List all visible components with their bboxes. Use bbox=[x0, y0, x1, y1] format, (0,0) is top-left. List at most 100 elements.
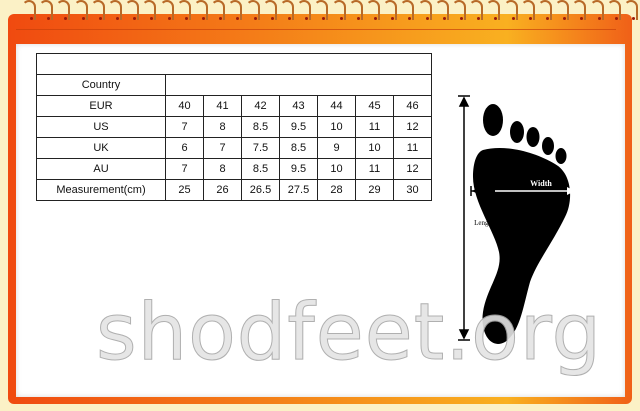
table-cell: 6 bbox=[165, 137, 204, 159]
binding-ring bbox=[228, 0, 243, 20]
table-cell: 30 bbox=[393, 179, 432, 201]
binding-hole bbox=[184, 17, 188, 20]
binding-hole bbox=[288, 17, 291, 20]
table-cell: 41 bbox=[203, 95, 242, 117]
binding-hole bbox=[322, 17, 326, 20]
binding-hole bbox=[460, 17, 463, 20]
row-label: US bbox=[36, 116, 166, 138]
binding-ring bbox=[417, 0, 432, 20]
country-header: Country bbox=[36, 74, 166, 96]
table-cell: 8.5 bbox=[241, 116, 280, 138]
binding-hole bbox=[64, 17, 68, 20]
binding-ring bbox=[262, 0, 277, 20]
binding-hole bbox=[632, 17, 635, 20]
table-cell: 9 bbox=[317, 137, 356, 159]
binding-ring bbox=[469, 0, 484, 20]
binding-ring bbox=[245, 0, 260, 20]
binding-ring bbox=[90, 0, 105, 20]
table-title-row bbox=[36, 53, 432, 75]
spiral-binding bbox=[14, 0, 638, 20]
table-row: US 7 8 8.5 9.5 10 11 12 bbox=[36, 116, 432, 138]
table-cell: 7 bbox=[203, 137, 242, 159]
binding-hole bbox=[563, 17, 567, 20]
binding-hole bbox=[30, 17, 33, 20]
table-cell: 43 bbox=[279, 95, 318, 117]
binding-hole bbox=[494, 17, 498, 20]
binding-ring bbox=[125, 0, 140, 20]
table-cell: 10 bbox=[355, 137, 394, 159]
table-row: EUR 40 41 42 43 44 45 46 bbox=[36, 95, 432, 117]
binding-hole bbox=[219, 17, 223, 20]
binding-hole bbox=[47, 17, 51, 20]
table-cell: 26 bbox=[203, 179, 242, 201]
table-cell: 9.5 bbox=[279, 158, 318, 180]
binding-hole bbox=[133, 17, 137, 20]
table-cell: 8 bbox=[203, 158, 242, 180]
table-cell: 11 bbox=[355, 116, 394, 138]
binding-ring bbox=[589, 0, 604, 20]
binding-ring bbox=[73, 0, 88, 20]
foot-icon bbox=[473, 104, 571, 344]
binding-ring bbox=[572, 0, 587, 20]
binding-hole bbox=[442, 17, 446, 20]
table-cell: 8.5 bbox=[241, 158, 280, 180]
table-cell: 44 bbox=[317, 95, 356, 117]
binding-hole bbox=[408, 17, 412, 20]
foot-diagram: Width Length bbox=[458, 95, 575, 344]
width-label: Width bbox=[530, 179, 552, 188]
binding-ring bbox=[486, 0, 501, 20]
binding-hole bbox=[597, 17, 601, 20]
binding-hole bbox=[391, 17, 395, 20]
binding-hole bbox=[477, 17, 481, 20]
binding-ring bbox=[108, 0, 122, 20]
binding-hole bbox=[98, 17, 102, 20]
binding-hole bbox=[580, 17, 584, 20]
binding-ring bbox=[314, 0, 329, 20]
binding-hole bbox=[253, 17, 257, 20]
size-chart-table: Country EUR 40 41 42 43 44 45 46 US 7 8 8.5 9.5 10 11 1… bbox=[36, 53, 432, 201]
row-label: UK bbox=[36, 137, 166, 159]
binding-ring bbox=[503, 0, 518, 20]
binding-hole bbox=[374, 17, 377, 20]
table-cell: 8.5 bbox=[279, 137, 318, 159]
binding-hole bbox=[150, 17, 154, 20]
binding-ring bbox=[159, 0, 174, 20]
binding-hole bbox=[356, 17, 360, 20]
binding-hole bbox=[339, 17, 343, 20]
binding-hole bbox=[236, 17, 240, 20]
binding-hole bbox=[81, 17, 85, 20]
binding-ring bbox=[194, 0, 208, 20]
table-cell: 11 bbox=[355, 158, 394, 180]
length-label: Length bbox=[474, 219, 494, 227]
binding-ring bbox=[56, 0, 71, 20]
binding-ring bbox=[39, 0, 54, 20]
binding-ring bbox=[520, 0, 535, 20]
binding-hole bbox=[528, 17, 532, 20]
binding-ring bbox=[452, 0, 466, 20]
table-cell: 40 bbox=[165, 95, 204, 117]
table-cell: 29 bbox=[355, 179, 394, 201]
table-cell: 12 bbox=[393, 158, 432, 180]
binding-ring bbox=[176, 0, 191, 20]
table-cell: 46 bbox=[393, 95, 432, 117]
table-row: UK 6 7 7.5 8.5 9 10 11 bbox=[36, 137, 432, 159]
binding-ring bbox=[297, 0, 312, 20]
watermark: shodfeet.org bbox=[95, 288, 603, 379]
binding-ring bbox=[280, 0, 294, 20]
table-cell: 25 bbox=[165, 179, 204, 201]
table-cell: 9.5 bbox=[279, 116, 318, 138]
table-cell: 7.5 bbox=[241, 137, 280, 159]
row-label: Measurement(cm) bbox=[36, 179, 166, 201]
binding-ring bbox=[555, 0, 570, 20]
table-cell: 26.5 bbox=[241, 179, 280, 201]
table-cell: 10 bbox=[317, 158, 356, 180]
binding-ring bbox=[538, 0, 552, 20]
table-header-row: Country bbox=[36, 74, 432, 96]
width-arrow bbox=[470, 186, 575, 196]
binding-hole bbox=[305, 17, 309, 20]
binding-ring bbox=[211, 0, 226, 20]
binding-hole bbox=[614, 17, 618, 20]
binding-ring bbox=[624, 0, 638, 20]
binding-ring bbox=[348, 0, 363, 20]
binding-ring bbox=[331, 0, 346, 20]
